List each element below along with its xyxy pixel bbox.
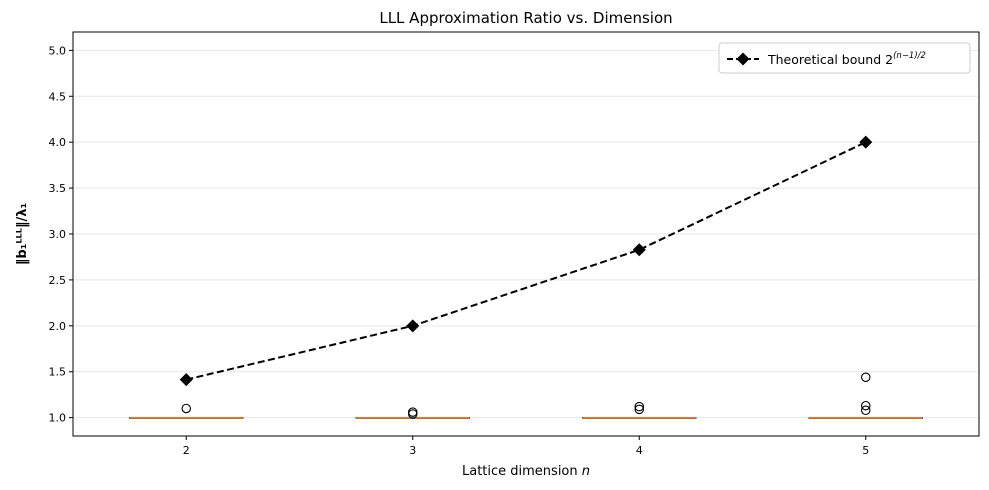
y-tick-label: 4.0 [49, 136, 67, 149]
legend-box [718, 42, 971, 74]
legend-exponent: (n−1)/2 [893, 51, 926, 61]
x-tick-label: 4 [636, 444, 643, 457]
axis-ticks: 1.0 1.5 2.0 2.5 3.0 3.5 4.0 4.5 5.0 2 3 4 5 [49, 44, 870, 457]
box-plots [129, 372, 923, 419]
bound-series-marker [632, 243, 646, 257]
y-tick-label: 1.5 [49, 366, 67, 379]
y-tick-label: 5.0 [49, 44, 67, 57]
y-tick-label: 3.0 [49, 228, 67, 241]
x-axis-label-variable: n [582, 464, 590, 479]
outlier-point [860, 400, 871, 411]
x-axis-label: Lattice dimension n [462, 464, 590, 479]
grid-lines [73, 49, 979, 419]
legend-series-name: Theoretical bound [767, 52, 881, 67]
bound-series-marker [406, 319, 420, 333]
plot-area-frame [72, 31, 980, 437]
outlier-point [181, 403, 192, 414]
chart-title: LLL Approximation Ratio vs. Dimension [379, 9, 672, 27]
y-axis-label: ‖b₁ᴸᴸᴸ‖/λ₁ [15, 203, 30, 265]
outlier-point [634, 401, 644, 412]
outlier-point [407, 407, 418, 417]
x-tick-label: 3 [409, 444, 416, 457]
outlier-point [860, 372, 871, 382]
outlier-point [860, 405, 871, 416]
y-tick-label: 1.0 [49, 412, 67, 425]
y-tick-label: 3.5 [49, 182, 67, 195]
x-tick-label: 2 [183, 444, 190, 457]
y-tick-label: 2.0 [49, 320, 67, 333]
bound-series-line [186, 141, 867, 381]
x-tick-label: 5 [862, 444, 869, 457]
outlier-point [634, 404, 644, 415]
bound-series-marker [179, 373, 193, 387]
legend-entry: Theoretical bound 2(n−1)/2 [767, 51, 926, 67]
x-axis-label-text: Lattice dimension [462, 464, 578, 479]
bound-series [179, 135, 873, 387]
y-tick-label: 4.5 [49, 90, 67, 103]
legend-diamond-marker [736, 52, 750, 66]
legend: Theoretical bound 2(n−1)/2 [718, 42, 971, 74]
legend-expression: 2 [885, 52, 893, 67]
bound-series-marker [859, 135, 873, 149]
y-tick-label: 2.5 [49, 274, 67, 287]
